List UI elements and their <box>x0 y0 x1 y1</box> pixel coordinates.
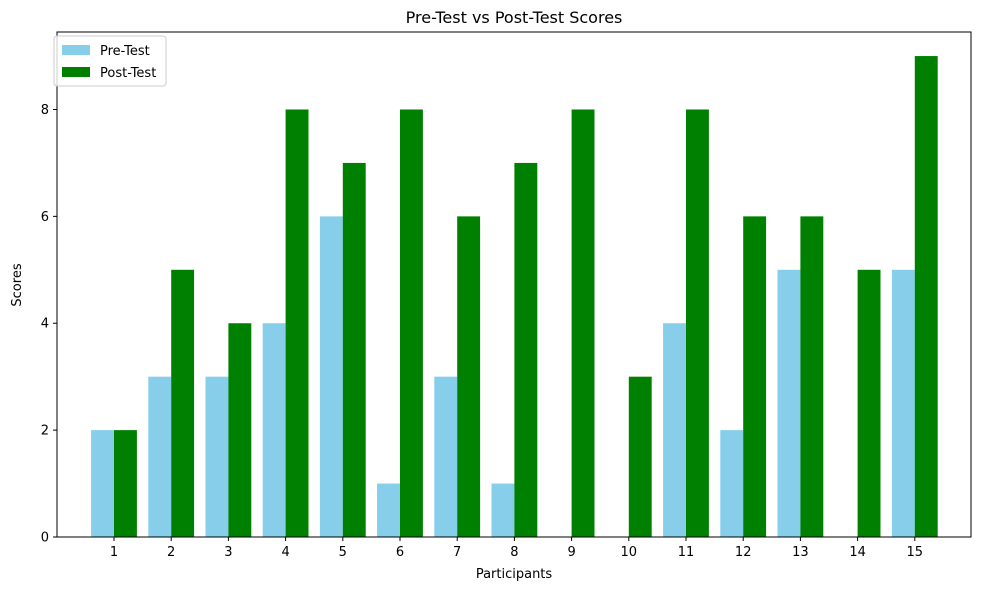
x-tick-label: 10 <box>621 545 638 560</box>
y-tick-label: 2 <box>41 424 49 439</box>
bar-pre-test-5 <box>319 216 343 537</box>
bar-pre-test-6 <box>377 483 400 537</box>
bar-post-test-6 <box>400 109 423 538</box>
x-tick-label: 11 <box>678 545 695 560</box>
x-axis-label: Participants <box>476 567 553 582</box>
x-tick-label: 1 <box>110 545 118 560</box>
bar-post-test-10 <box>628 376 652 537</box>
bar-pre-test-4 <box>262 323 286 537</box>
y-axis-ticks: 0 2 4 6 8 <box>41 103 57 546</box>
bar-pre-test-11 <box>663 323 686 537</box>
plot-frame <box>56 31 972 538</box>
legend-label-pre-test: Pre-Test <box>100 44 150 59</box>
bar-post-test-11 <box>686 109 709 538</box>
bar-pre-test-15 <box>891 269 915 537</box>
legend-swatch-pre-test <box>62 45 90 55</box>
y-tick-label: 4 <box>41 317 49 332</box>
bar-post-test-4 <box>285 109 309 538</box>
x-tick-label: 6 <box>396 545 404 560</box>
bar-post-test-2 <box>171 269 195 537</box>
bar-post-test-9 <box>571 109 595 538</box>
chart-title: Pre-Test vs Post-Test Scores <box>406 8 623 27</box>
bar-post-test-8 <box>514 162 538 537</box>
x-tick-label: 9 <box>567 545 575 560</box>
x-tick-label: 8 <box>510 545 518 560</box>
x-tick-label: 13 <box>792 545 809 560</box>
y-axis-label: Scores <box>10 263 25 306</box>
bar-pre-test-3 <box>205 376 229 537</box>
plot-area <box>91 56 938 538</box>
legend-label-post-test: Post-Test <box>100 66 156 81</box>
x-tick-label: 14 <box>849 545 866 560</box>
bar-post-test-1 <box>114 430 137 537</box>
bar-pre-test-1 <box>91 430 114 537</box>
x-axis-ticks: 1 2 3 4 5 6 7 8 9 10 11 12 13 14 15 <box>110 537 923 560</box>
bar-post-test-7 <box>457 216 481 537</box>
x-tick-label: 12 <box>735 545 752 560</box>
legend-swatch-post-test <box>62 67 90 77</box>
x-tick-label: 5 <box>339 545 347 560</box>
legend: Pre-Test Post-Test <box>53 35 167 87</box>
y-tick-label: 0 <box>41 531 49 546</box>
x-tick-label: 7 <box>453 545 461 560</box>
bar-pre-test-13 <box>777 269 801 537</box>
bar-pre-test-8 <box>491 483 515 537</box>
y-tick-label: 8 <box>41 103 49 118</box>
bar-post-test-15 <box>914 56 938 538</box>
x-tick-label: 15 <box>907 545 924 560</box>
x-tick-label: 3 <box>224 545 232 560</box>
bar-pre-test-12 <box>720 430 744 537</box>
bar-post-test-5 <box>342 162 366 537</box>
bar-post-test-14 <box>857 269 881 537</box>
bar-post-test-3 <box>228 323 252 537</box>
bar-post-test-13 <box>800 216 824 537</box>
y-tick-label: 6 <box>41 210 49 225</box>
x-tick-label: 2 <box>167 545 175 560</box>
x-tick-label: 4 <box>281 545 289 560</box>
bar-post-test-12 <box>743 216 767 537</box>
bar-pre-test-7 <box>434 376 458 537</box>
bar-pre-test-2 <box>148 376 172 537</box>
